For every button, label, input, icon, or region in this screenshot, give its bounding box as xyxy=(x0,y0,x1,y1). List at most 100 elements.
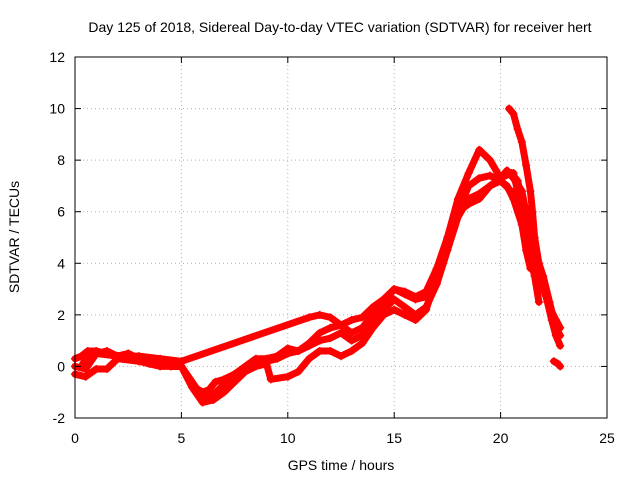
data-point-marker xyxy=(315,310,324,319)
data-point-marker xyxy=(368,303,377,312)
series-trace xyxy=(505,105,564,350)
data-point-marker xyxy=(219,380,228,389)
data-point-marker xyxy=(517,220,526,229)
data-point-marker xyxy=(358,313,367,322)
y-axis-title: SDTVAR / TECUs xyxy=(6,181,22,293)
series-track-g xyxy=(549,357,565,371)
series-trace xyxy=(77,172,532,370)
x-tick-label: 25 xyxy=(599,430,615,446)
data-point-marker xyxy=(315,346,324,355)
data-point-marker xyxy=(547,316,556,325)
data-point-marker xyxy=(539,279,548,288)
data-point-marker xyxy=(326,323,335,332)
x-tick-label: 20 xyxy=(493,430,509,446)
data-point-marker xyxy=(156,354,165,363)
data-point-marker xyxy=(188,383,197,392)
x-tick-label: 5 xyxy=(178,430,186,446)
data-point-marker xyxy=(358,339,367,348)
series-track-c xyxy=(71,176,543,407)
data-point-marker xyxy=(92,349,101,358)
data-point-marker xyxy=(475,174,484,183)
data-point-marker xyxy=(556,362,565,371)
data-point-marker xyxy=(211,377,220,386)
data-point-marker xyxy=(543,297,552,306)
data-point-marker xyxy=(432,264,441,273)
data-point-marker xyxy=(411,316,420,325)
data-point-marker xyxy=(337,352,345,361)
data-point-marker xyxy=(92,365,101,374)
data-point-marker xyxy=(475,145,484,154)
data-point-marker xyxy=(390,305,399,314)
data-point-marker xyxy=(347,346,356,355)
data-point-marker xyxy=(464,181,473,190)
data-point-marker xyxy=(262,359,271,368)
data-point-marker xyxy=(513,125,522,134)
series-layer xyxy=(71,104,565,407)
data-point-marker xyxy=(379,295,388,304)
x-tick-label: 15 xyxy=(386,430,402,446)
data-point-marker xyxy=(400,310,409,319)
data-point-marker xyxy=(368,323,377,332)
data-point-marker xyxy=(530,272,539,281)
data-point-marker xyxy=(219,388,228,397)
data-point-marker xyxy=(347,328,356,337)
data-point-marker xyxy=(517,138,526,147)
series-track-d xyxy=(77,171,533,371)
data-point-marker xyxy=(315,328,324,337)
data-point-marker xyxy=(177,357,186,366)
x-tick-label: 10 xyxy=(280,430,296,446)
data-point-marker xyxy=(485,156,494,165)
data-point-marker xyxy=(283,349,292,358)
data-point-marker xyxy=(337,328,345,337)
data-point-marker xyxy=(534,297,543,306)
x-axis-title: GPS time / hours xyxy=(288,457,395,473)
data-point-marker xyxy=(81,372,90,381)
data-point-marker xyxy=(305,341,314,350)
data-point-marker xyxy=(464,199,473,208)
data-point-marker xyxy=(526,187,535,196)
data-point-marker xyxy=(266,375,275,384)
data-point-marker xyxy=(326,346,335,355)
series-trace xyxy=(71,177,543,406)
y-tick-label: 0 xyxy=(57,358,65,374)
data-point-marker xyxy=(326,334,335,343)
data-point-marker xyxy=(505,104,514,113)
data-point-marker xyxy=(390,295,399,304)
data-point-marker xyxy=(134,352,143,361)
data-point-marker xyxy=(283,372,292,381)
data-point-marker xyxy=(390,285,399,294)
data-point-marker xyxy=(156,362,165,371)
y-tick-label: -2 xyxy=(53,410,66,426)
data-point-marker xyxy=(496,176,505,185)
data-point-marker xyxy=(379,310,388,319)
data-point-marker xyxy=(485,181,494,190)
data-point-marker xyxy=(113,352,122,361)
y-tick-label: 2 xyxy=(57,307,65,323)
data-point-marker xyxy=(251,362,260,371)
data-point-marker xyxy=(422,287,431,296)
data-point-marker xyxy=(534,259,543,268)
data-point-marker xyxy=(526,264,535,273)
data-point-marker xyxy=(400,287,409,296)
data-point-marker xyxy=(475,194,484,203)
data-point-marker xyxy=(102,365,111,374)
data-point-marker xyxy=(411,292,420,301)
data-point-marker xyxy=(198,398,207,407)
plot-frame xyxy=(74,56,608,419)
tick-labels: 0 5 10 15 20 25 -2 0 2 4 6 8 10 12 xyxy=(49,49,615,446)
data-point-marker xyxy=(513,187,522,196)
data-point-marker xyxy=(530,233,539,242)
data-point-marker xyxy=(209,395,218,404)
data-point-marker xyxy=(400,303,409,312)
data-point-marker xyxy=(230,370,239,379)
data-point-marker xyxy=(81,354,90,363)
y-tick-label: 8 xyxy=(57,152,65,168)
data-point-marker xyxy=(294,346,303,355)
data-point-marker xyxy=(551,331,560,340)
data-point-marker xyxy=(509,169,518,178)
data-point-marker xyxy=(337,321,345,330)
data-point-marker xyxy=(305,313,314,322)
x-tick-label: 0 xyxy=(71,430,79,446)
data-point-marker xyxy=(443,238,452,247)
